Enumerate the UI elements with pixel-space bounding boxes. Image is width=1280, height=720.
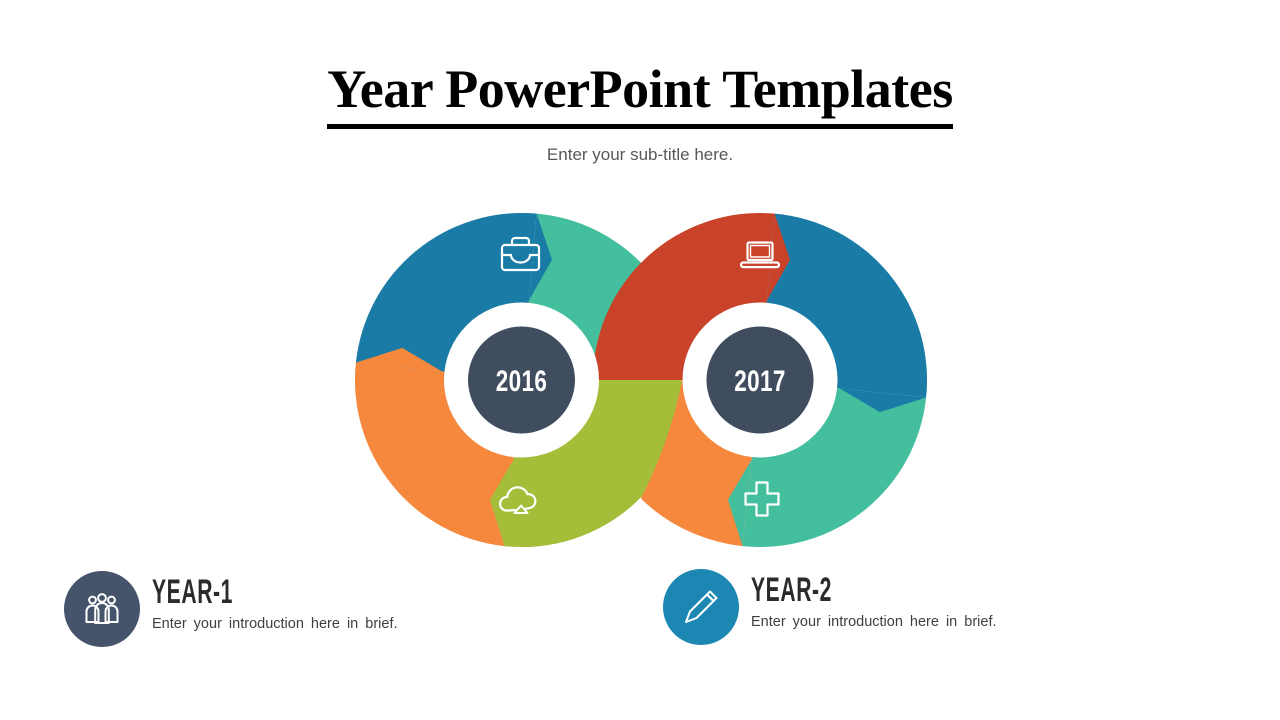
feature-year2: YEAR-2 Enter your introduction here in b… — [663, 569, 1083, 659]
year2-hub — [706, 326, 814, 434]
people-icon — [85, 593, 119, 624]
year2-blue-arrow — [839, 388, 927, 413]
feature-year1: YEAR-1 Enter your introduction here in b… — [64, 571, 484, 661]
year1-hub — [468, 326, 575, 434]
year1-lime-arrow — [489, 459, 514, 547]
year1-blue-arrow — [529, 213, 552, 301]
page-subtitle: Enter your sub-title here. — [546, 145, 734, 164]
plus-icon — [744, 481, 780, 517]
cloud-upload-icon — [499, 486, 537, 514]
year2-teal-arrow — [727, 459, 752, 547]
feature-year2-badge — [663, 569, 739, 645]
pencil-icon — [685, 590, 718, 623]
feature-year1-badge — [64, 571, 140, 647]
briefcase-icon — [500, 236, 541, 272]
year2-label: 2017 — [734, 364, 786, 398]
year1-orange-arrow — [355, 347, 443, 372]
header: Year PowerPoint Templates — [0, 59, 1280, 130]
feature-year1-description: Enter your introduction here in brief. — [152, 616, 398, 632]
feature-year1-label: YEAR-1 — [152, 573, 234, 611]
feature-year2-description: Enter your introduction here in brief. — [751, 614, 997, 630]
year2-red-arrow — [767, 213, 790, 301]
laptop-icon — [739, 241, 781, 269]
feature-year2-label: YEAR-2 — [751, 571, 833, 609]
page-title: Year PowerPoint Templates — [327, 59, 953, 130]
year1-label: 2016 — [496, 364, 548, 398]
